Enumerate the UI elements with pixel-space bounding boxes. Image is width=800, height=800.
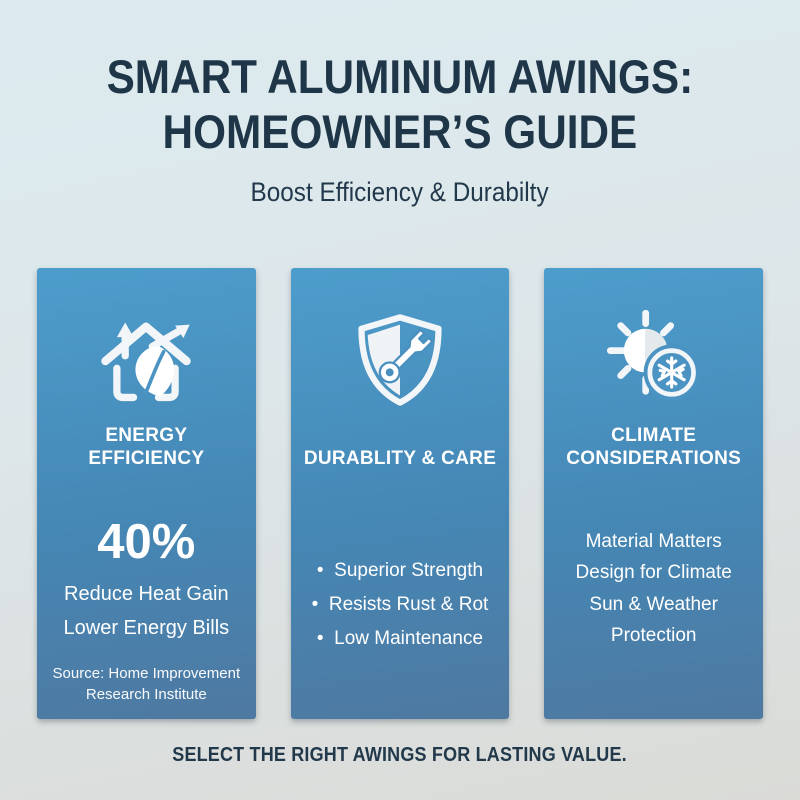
stat-caption: Lower Energy Bills: [63, 617, 230, 639]
title-line1: SMART ALUMINUM AWINGS:: [106, 50, 694, 103]
climate-point: Sun & Weather Protection: [589, 593, 718, 647]
feature-list: Superior Strength Resists Rust & Rot Low…: [312, 554, 489, 657]
feature-item: Resists Rust & Rot: [312, 588, 488, 622]
climate-points: Material Matters Design for Climate Sun …: [544, 526, 763, 651]
stat-value: 40%: [97, 515, 196, 569]
card-title-climate: CLIMATE CONSIDERATIONS: [566, 424, 742, 469]
card-durability-care: DURABLITY & CARE Superior Strength Resis…: [290, 268, 510, 719]
subtitle: Boost Efficiency & Durabilty: [250, 177, 550, 208]
card-energy-efficiency: ENERGY EFFICIENCY 40% Reduce Heat Gain Lo…: [37, 268, 256, 719]
footer-tagline: SELECT THE RIGHT AWINGS FOR LASTING VALU…: [172, 744, 628, 766]
page-title: SMART ALUMINUM AWINGS: HOMEOWNER’S GUIDE: [0, 50, 800, 159]
sun-snowflake-icon: [602, 308, 706, 412]
feature-item: Low Maintenance: [312, 622, 489, 656]
card-title-durability: DURABLITY & CARE: [303, 447, 497, 469]
shield-wrench-icon: [348, 308, 452, 412]
card-title-energy: ENERGY EFFICIENCY: [88, 424, 205, 469]
feature-item: Superior Strength: [312, 554, 489, 588]
cards-row: ENERGY EFFICIENCY 40% Reduce Heat Gain Lo…: [37, 268, 764, 719]
stat-caption: Reduce Heat Gain: [64, 583, 229, 605]
title-line2: HOMEOWNER’S GUIDE: [162, 104, 638, 158]
card-climate-considerations: CLIMATE CONSIDERATIONS Material Matters D…: [544, 268, 764, 719]
source-note: Source: Home Improvement Research Instit…: [52, 665, 241, 703]
climate-point: Design for Climate: [575, 562, 732, 584]
stat-captions: Reduce Heat Gain Lower Energy Bills: [64, 577, 230, 645]
eco-house-icon: [94, 308, 198, 412]
climate-point: Material Matters: [585, 531, 722, 552]
header: SMART ALUMINUM AWINGS: HOMEOWNER’S GUIDE …: [0, 0, 800, 208]
